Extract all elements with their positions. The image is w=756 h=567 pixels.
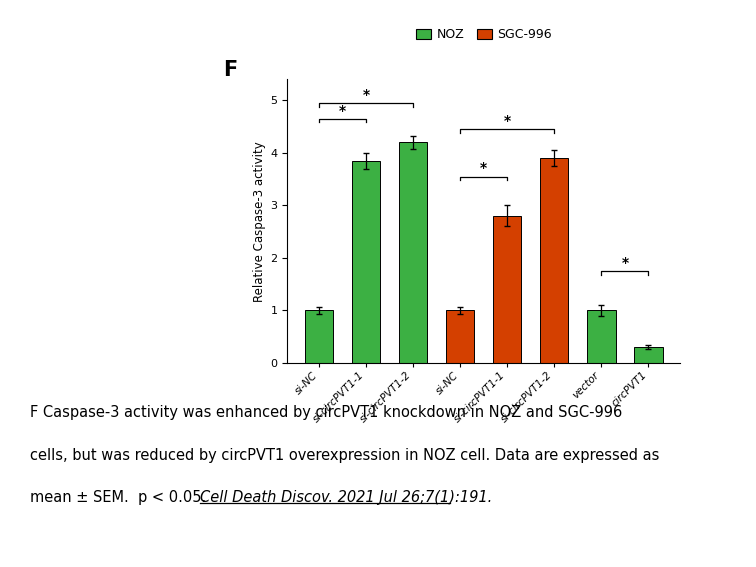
Text: *: * — [363, 88, 370, 102]
Bar — [446, 310, 475, 363]
Bar — [493, 216, 522, 363]
Legend: NOZ, SGC-996: NOZ, SGC-996 — [411, 23, 556, 46]
Text: *: * — [621, 256, 628, 270]
Bar — [399, 142, 427, 363]
Text: cells, but was reduced by circPVT1 overexpression in NOZ cell. Data are expresse: cells, but was reduced by circPVT1 overe… — [30, 448, 660, 463]
Text: Cell Death Discov. 2021 Jul 26;7(1):191.: Cell Death Discov. 2021 Jul 26;7(1):191. — [200, 490, 493, 505]
Text: *: * — [480, 162, 488, 175]
Bar — [587, 310, 615, 363]
Bar — [634, 347, 662, 363]
Y-axis label: Relative Caspase-3 activity: Relative Caspase-3 activity — [253, 141, 266, 302]
Bar — [352, 161, 380, 363]
Text: F: F — [223, 60, 237, 79]
Text: F Caspase-3 activity was enhanced by circPVT1 knockdown in NOZ and SGC-996: F Caspase-3 activity was enhanced by cir… — [30, 405, 622, 420]
Text: *: * — [503, 114, 511, 128]
Bar — [541, 158, 569, 363]
Bar — [305, 310, 333, 363]
Text: *: * — [339, 104, 346, 118]
Text: mean ± SEM.  p < 0.05.: mean ± SEM. p < 0.05. — [30, 490, 211, 505]
